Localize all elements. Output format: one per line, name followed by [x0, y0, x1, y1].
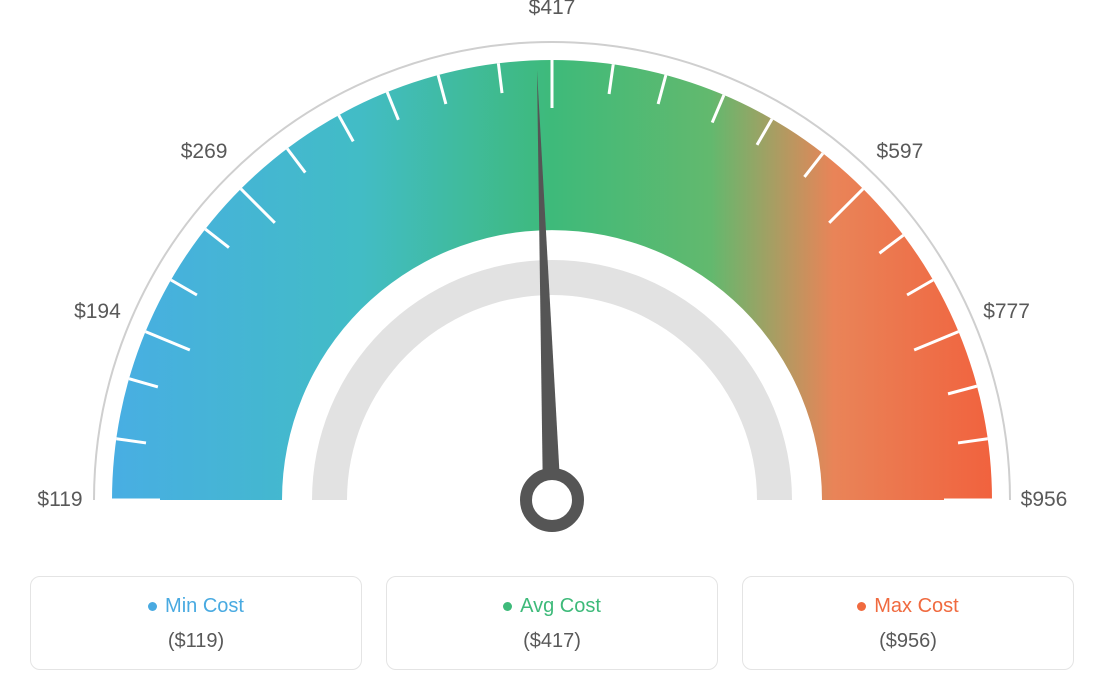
legend-title: Avg Cost	[503, 595, 601, 618]
gauge-tick-label: $777	[983, 300, 1030, 324]
cost-gauge-chart: $119 $194 $269 $417 $597 $777 $956 Min Cost ($1…	[0, 0, 1104, 690]
legend-title-text: Min Cost	[165, 595, 244, 618]
gauge-tick-label: $597	[877, 140, 924, 164]
legend-value: ($119)	[41, 630, 351, 653]
legend-value: ($956)	[753, 630, 1063, 653]
legend-title: Max Cost	[857, 595, 958, 618]
gauge-tick-label: $194	[74, 300, 121, 324]
legend-card: Max Cost ($956)	[742, 576, 1074, 670]
legend-title-text: Avg Cost	[520, 595, 601, 618]
legend-value: ($417)	[397, 630, 707, 653]
legend-title: Min Cost	[148, 595, 244, 618]
legend-dot-icon	[503, 602, 512, 611]
legend-title-text: Max Cost	[874, 595, 958, 618]
gauge-tick-label: $956	[1021, 488, 1068, 512]
legend-dot-icon	[148, 602, 157, 611]
gauge-tick-label: $119	[37, 488, 82, 512]
gauge-tick-label: $417	[529, 0, 576, 20]
gauge-tick-label: $269	[181, 140, 228, 164]
gauge-area: $119 $194 $269 $417 $597 $777 $956	[0, 0, 1104, 560]
gauge-svg	[0, 0, 1104, 560]
legend-card: Avg Cost ($417)	[386, 576, 718, 670]
legend-row: Min Cost ($119) Avg Cost ($417) Max Cost ($95…	[30, 576, 1074, 670]
legend-card: Min Cost ($119)	[30, 576, 362, 670]
legend-dot-icon	[857, 602, 866, 611]
gauge-needle-hub	[526, 474, 578, 526]
